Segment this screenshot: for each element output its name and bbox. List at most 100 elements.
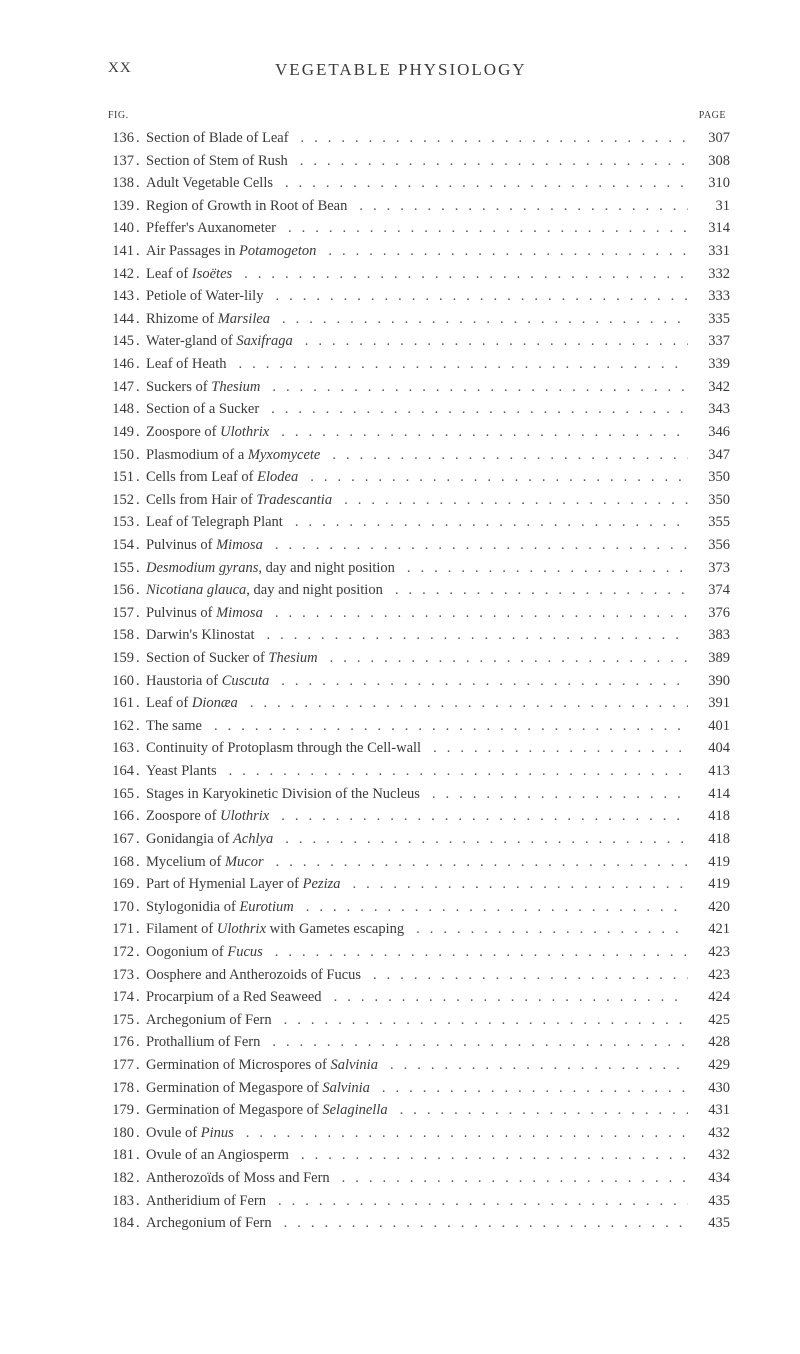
page-reference: 429 bbox=[688, 1054, 730, 1077]
leader-dots: ........................................… bbox=[289, 127, 688, 150]
figure-number-dot: . bbox=[136, 692, 146, 715]
entry-description: Suckers of Thesium bbox=[146, 376, 260, 399]
page-reference: 432 bbox=[688, 1144, 730, 1167]
figure-number-dot: . bbox=[136, 511, 146, 534]
figure-number-dot: . bbox=[136, 534, 146, 557]
index-entry: 143.Petiole of Water-lily...............… bbox=[100, 285, 730, 308]
index-entry: 139.Region of Growth in Root of Bean....… bbox=[100, 195, 730, 218]
figure-number: 156 bbox=[100, 579, 136, 602]
leader-dots: ........................................… bbox=[298, 466, 688, 489]
page-number-roman: XX bbox=[108, 60, 132, 80]
figure-number-dot: . bbox=[136, 1054, 146, 1077]
index-entry: 184.Archegonium of Fern.................… bbox=[100, 1212, 730, 1235]
page-reference: 339 bbox=[688, 353, 730, 376]
figure-number: 153 bbox=[100, 511, 136, 534]
page-reference: 401 bbox=[688, 715, 730, 738]
figure-number-dot: . bbox=[136, 715, 146, 738]
page-reference: 376 bbox=[688, 602, 730, 625]
entry-description: Germination of Megaspore of Selaginella bbox=[146, 1099, 388, 1122]
index-entry: 142.Leaf of Isoëtes.....................… bbox=[100, 263, 730, 286]
page-reference: 337 bbox=[688, 330, 730, 353]
leader-dots: ........................................… bbox=[269, 670, 688, 693]
leader-dots: ........................................… bbox=[202, 715, 688, 738]
leader-dots: ........................................… bbox=[273, 828, 688, 851]
index-entry: 176.Prothallium of Fern.................… bbox=[100, 1031, 730, 1054]
entry-description: Leaf of Heath bbox=[146, 353, 227, 376]
figure-number: 169 bbox=[100, 873, 136, 896]
entry-description: Oosphere and Antherozoids of Fucus bbox=[146, 964, 361, 987]
figure-number: 144 bbox=[100, 308, 136, 331]
figure-number-dot: . bbox=[136, 1099, 146, 1122]
entry-description: Region of Growth in Root of Bean bbox=[146, 195, 347, 218]
figure-number-dot: . bbox=[136, 263, 146, 286]
page-reference: 307 bbox=[688, 127, 730, 150]
index-entry: 159.Section of Sucker of Thesium........… bbox=[100, 647, 730, 670]
leader-dots: ........................................… bbox=[266, 1190, 688, 1213]
leader-dots: ........................................… bbox=[370, 1077, 688, 1100]
figure-number-dot: . bbox=[136, 624, 146, 647]
entry-description: The same bbox=[146, 715, 202, 738]
index-entry: 152.Cells from Hair of Tradescantia.....… bbox=[100, 489, 730, 512]
entry-description: Mycelium of Mucor bbox=[146, 851, 264, 874]
page-reference: 404 bbox=[688, 737, 730, 760]
leader-dots: ........................................… bbox=[263, 534, 688, 557]
entry-description: Rhizome of Marsilea bbox=[146, 308, 270, 331]
page-reference: 420 bbox=[688, 896, 730, 919]
page-reference: 434 bbox=[688, 1167, 730, 1190]
figure-number: 162 bbox=[100, 715, 136, 738]
page-reference: 432 bbox=[688, 1122, 730, 1145]
page-reference: 423 bbox=[688, 941, 730, 964]
entry-description: Germination of Megaspore of Salvinia bbox=[146, 1077, 370, 1100]
leader-dots: ........................................… bbox=[316, 240, 688, 263]
figure-number: 149 bbox=[100, 421, 136, 444]
page-reference: 390 bbox=[688, 670, 730, 693]
figure-number: 180 bbox=[100, 1122, 136, 1145]
entry-description: Stages in Karyokinetic Division of the N… bbox=[146, 783, 420, 806]
entry-description: Procarpium of a Red Seaweed bbox=[146, 986, 322, 1009]
leader-dots: ........................................… bbox=[276, 217, 688, 240]
index-entry: 147.Suckers of Thesium..................… bbox=[100, 376, 730, 399]
entry-description: Pulvinus of Mimosa bbox=[146, 534, 263, 557]
figure-number: 157 bbox=[100, 602, 136, 625]
leader-dots: ........................................… bbox=[421, 737, 688, 760]
leader-dots: ........................................… bbox=[238, 692, 688, 715]
page-reference: 314 bbox=[688, 217, 730, 240]
leader-dots: ........................................… bbox=[217, 760, 688, 783]
figure-number: 170 bbox=[100, 896, 136, 919]
entry-description: Cells from Leaf of Elodea bbox=[146, 466, 298, 489]
figure-number: 159 bbox=[100, 647, 136, 670]
entry-description: Plasmodium of a Myxomycete bbox=[146, 444, 320, 467]
index-entry: 137.Section of Stem of Rush.............… bbox=[100, 150, 730, 173]
figure-number-dot: . bbox=[136, 828, 146, 851]
leader-dots: ........................................… bbox=[294, 896, 688, 919]
leader-dots: ........................................… bbox=[378, 1054, 688, 1077]
entries-list: 136.Section of Blade of Leaf............… bbox=[100, 127, 730, 1235]
figure-number: 140 bbox=[100, 217, 136, 240]
figure-number-dot: . bbox=[136, 353, 146, 376]
page-reference: 413 bbox=[688, 760, 730, 783]
figure-number: 178 bbox=[100, 1077, 136, 1100]
entry-description: Archegonium of Fern bbox=[146, 1212, 272, 1235]
page-reference: 419 bbox=[688, 873, 730, 896]
leader-dots: ........................................… bbox=[270, 308, 688, 331]
index-entry: 153.Leaf of Telegraph Plant.............… bbox=[100, 511, 730, 534]
index-entry: 174.Procarpium of a Red Seaweed.........… bbox=[100, 986, 730, 1009]
leader-dots: ........................................… bbox=[263, 602, 688, 625]
entry-description: Section of a Sucker bbox=[146, 398, 259, 421]
figure-number: 164 bbox=[100, 760, 136, 783]
figure-number-dot: . bbox=[136, 602, 146, 625]
figure-number: 137 bbox=[100, 150, 136, 173]
index-entry: 172.Oogonium of Fucus...................… bbox=[100, 941, 730, 964]
entry-description: Leaf of Telegraph Plant bbox=[146, 511, 283, 534]
figure-number-dot: . bbox=[136, 127, 146, 150]
index-entry: 154.Pulvinus of Mimosa..................… bbox=[100, 534, 730, 557]
entry-description: Zoospore of Ulothrix bbox=[146, 421, 269, 444]
figure-number: 163 bbox=[100, 737, 136, 760]
leader-dots: ........................................… bbox=[232, 263, 688, 286]
fig-column-label: FIG. bbox=[108, 110, 129, 121]
leader-dots: ........................................… bbox=[263, 285, 688, 308]
figure-number-dot: . bbox=[136, 489, 146, 512]
entry-description: Yeast Plants bbox=[146, 760, 217, 783]
figure-number: 161 bbox=[100, 692, 136, 715]
figure-number: 167 bbox=[100, 828, 136, 851]
